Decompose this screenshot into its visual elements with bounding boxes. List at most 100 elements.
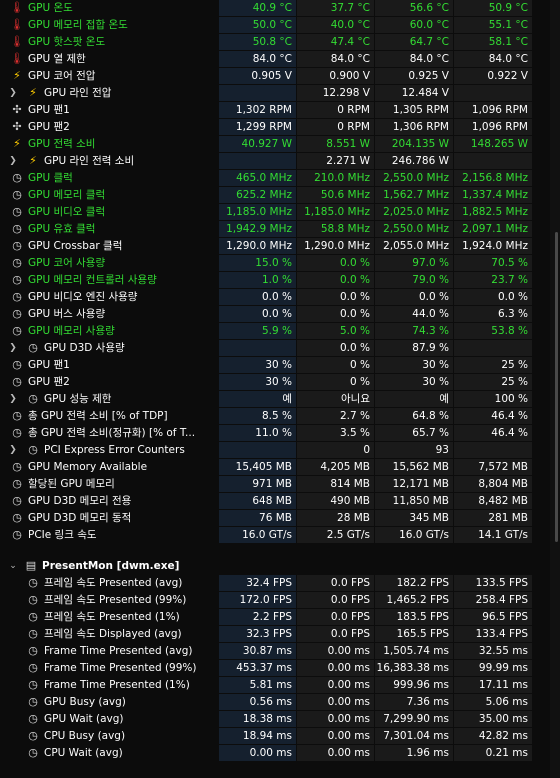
sensor-row[interactable]: ◷ GPU 팬2 30 % 0 % 30 % 25 % (0, 374, 548, 391)
min-value: 0 RPM (297, 102, 374, 118)
sensor-row[interactable]: ⚡ GPU 전력 소비 40.927 W 8.551 W 204.135 W 148.26… (0, 136, 548, 153)
sensor-row[interactable]: ◷ 프레임 속도 Presented (avg) 32.4 FPS 0.0 FPS 18… (0, 575, 548, 592)
sensor-row[interactable]: 🌡 GPU 열 제한 84.0 °C 84.0 °C 84.0 °C 84.0 °C (0, 51, 548, 68)
sensor-label: Frame Time Presented (1%) (44, 679, 190, 691)
avg-value: 23.7 % (454, 272, 532, 288)
min-value: 0 RPM (297, 119, 374, 135)
sensor-row[interactable]: ◷ 프레임 속도 Presented (1%) 2.2 FPS 0.0 FPS 183.… (0, 609, 548, 626)
sensor-row[interactable]: ◷ 총 GPU 전력 소비(정규화) [% of T... 11.0 % 3.5 % 6… (0, 425, 548, 442)
min-value: 아니요 (297, 391, 374, 407)
sensor-row[interactable]: ❯ ⚡ GPU 라인 전압 12.298 V 12.484 V (0, 85, 548, 102)
sensor-row[interactable]: ◷ Frame Time Presented (99%) 453.37 ms 0.00… (0, 660, 548, 677)
sensor-label: GPU 메모리 클럭 (28, 189, 106, 201)
usage-gauge-icon: ◷ (12, 256, 22, 269)
avg-value: 0.922 V (454, 68, 532, 84)
avg-value: 1,882.5 MHz (454, 204, 532, 220)
gauge-icon: ◷ (28, 392, 38, 405)
sensor-label: GPU D3D 사용량 (44, 342, 125, 354)
sensor-name-cell: ◷ GPU Memory Available (0, 459, 218, 475)
avg-value: 46.4 % (454, 408, 532, 424)
avg-value: 46.4 % (454, 425, 532, 441)
sensor-row[interactable]: ◷ GPU Wait (avg) 18.38 ms 0.00 ms 7,299.90 m… (0, 711, 548, 728)
max-value: 87.9 % (375, 340, 453, 356)
sensor-row[interactable]: ◷ GPU D3D 메모리 전용 648 MB 490 MB 11,850 MB 8,48… (0, 493, 548, 510)
sensor-row[interactable]: ◷ GPU Memory Available 15,405 MB 4,205 MB 15… (0, 459, 548, 476)
min-value: 0.00 ms (297, 711, 374, 727)
sensor-row[interactable]: ❯ ◷ GPU 성능 제한 예 아니요 예 100 % (0, 391, 548, 408)
sensor-row[interactable]: ✣ GPU 팬2 1,299 RPM 0 RPM 1,306 RPM 1,096 RPM (0, 119, 548, 136)
current-value (219, 153, 296, 169)
fan-icon: ✣ (12, 103, 22, 116)
usage-gauge-icon: ◷ (12, 273, 22, 286)
chevron-right-icon[interactable]: ❯ (9, 156, 17, 166)
sensor-row[interactable]: ❯ ⚡ GPU 라인 전력 소비 2.271 W 246.786 W (0, 153, 548, 170)
avg-value: 50.9 °C (454, 0, 532, 16)
sensor-name-cell: ◷ PCIe 링크 속도 (0, 527, 218, 543)
sensor-row[interactable]: ◷ GPU 버스 사용량 0.0 % 0.0 % 44.0 % 6.3 % (0, 306, 548, 323)
min-value: 12.298 V (297, 85, 374, 101)
sensor-row[interactable]: ◷ GPU 메모리 클럭 625.2 MHz 50.6 MHz 1,562.7 MHz 1… (0, 187, 548, 204)
sensor-row[interactable]: ❯ ◷ PCI Express Error Counters 0 93 (0, 442, 548, 459)
sensor-row[interactable]: ◷ GPU 코어 사용량 15.0 % 0.0 % 97.0 % 70.5 % (0, 255, 548, 272)
sensor-label: GPU 라인 전압 (44, 87, 112, 99)
sensor-row[interactable]: ◷ GPU Busy (avg) 0.56 ms 0.00 ms 7.36 ms 5.06… (0, 694, 548, 711)
sensor-row[interactable]: ◷ 프레임 속도 Displayed (avg) 32.3 FPS 0.0 FPS 16… (0, 626, 548, 643)
sensor-row[interactable]: ◷ GPU 클럭 465.0 MHz 210.0 MHz 2,550.0 MHz 2,15… (0, 170, 548, 187)
sensor-row[interactable]: 🌡 GPU 핫스팟 온도 50.8 °C 47.4 °C 64.7 °C 58.1 °C (0, 34, 548, 51)
frametime-gauge-icon: ◷ (28, 644, 38, 657)
sensor-row[interactable]: ◷ GPU 팬1 30 % 0 % 30 % 25 % (0, 357, 548, 374)
chevron-right-icon[interactable]: ❯ (9, 445, 17, 455)
sensor-row[interactable]: ◷ CPU Wait (avg) 0.00 ms 0.00 ms 1.96 ms 0.21… (0, 745, 548, 762)
sensor-row[interactable]: ◷ GPU 유효 클럭 1,942.9 MHz 58.8 MHz 2,550.0 MHz… (0, 221, 548, 238)
chevron-right-icon[interactable]: ❯ (9, 394, 17, 404)
avg-value: 100 % (454, 391, 532, 407)
max-value: 2,550.0 MHz (375, 221, 453, 237)
sensor-row[interactable]: ✣ GPU 팬1 1,302 RPM 0 RPM 1,305 RPM 1,096 RPM (0, 102, 548, 119)
vertical-scrollbar[interactable] (550, 0, 560, 778)
sensor-label: GPU 라인 전력 소비 (44, 155, 135, 167)
sensor-row[interactable]: ◷ 총 GPU 전력 소비 [% of TDP] 8.5 % 2.7 % 64.8 % 4… (0, 408, 548, 425)
min-value: 2.7 % (297, 408, 374, 424)
sensor-row[interactable]: ❯ ◷ GPU D3D 사용량 0.0 % 87.9 % (0, 340, 548, 357)
presentmon-group-header[interactable]: ⌄ ▤ PresentMon [dwm.exe] (0, 558, 548, 575)
frametime-gauge-icon: ◷ (28, 610, 38, 623)
sensor-row[interactable]: 🌡 GPU 메모리 접합 온도 50.0 °C 40.0 °C 60.0 °C 55.1 … (0, 17, 548, 34)
sensor-row[interactable]: ◷ 할당된 GPU 메모리 971 MB 814 MB 12,171 MB 8,804 M… (0, 476, 548, 493)
min-value: 1,290.0 MHz (297, 238, 374, 254)
sensor-row[interactable]: ◷ CPU Busy (avg) 18.94 ms 0.00 ms 7,301.04 m… (0, 728, 548, 745)
sensor-row[interactable]: ◷ GPU 비디오 엔진 사용량 0.0 % 0.0 % 0.0 % 0.0 % (0, 289, 548, 306)
current-value: 50.0 °C (219, 17, 296, 33)
sensor-row[interactable]: ◷ GPU Crossbar 클럭 1,290.0 MHz 1,290.0 MHz 2,… (0, 238, 548, 255)
sensor-row[interactable]: ◷ Frame Time Presented (avg) 30.87 ms 0.00 … (0, 643, 548, 660)
sensor-name-cell: ⚡ GPU 코어 전압 (0, 68, 218, 84)
sensor-row[interactable]: ◷ GPU D3D 메모리 동적 76 MB 28 MB 345 MB 281 MB (0, 510, 548, 527)
current-value: 1,185.0 MHz (219, 204, 296, 220)
max-value: 16,383.38 ms (375, 660, 453, 676)
current-value: 0.00 ms (219, 745, 296, 761)
max-value: 2,550.0 MHz (375, 170, 453, 186)
current-value: 0.0 % (219, 289, 296, 305)
sensor-row[interactable]: ◷ GPU 메모리 사용량 5.9 % 5.0 % 74.3 % 53.8 % (0, 323, 548, 340)
sensor-name-cell: ◷ GPU 메모리 컨트롤러 사용량 (0, 272, 218, 288)
scrollbar-thumb[interactable] (555, 232, 558, 542)
sensor-row[interactable]: ◷ 프레임 속도 Presented (99%) 172.0 FPS 0.0 FPS 1… (0, 592, 548, 609)
sensor-row[interactable]: 🌡 GPU 온도 40.9 °C 37.7 °C 56.6 °C 50.9 °C (0, 0, 548, 17)
min-value: 0.0 % (297, 306, 374, 322)
current-value: 18.94 ms (219, 728, 296, 744)
sensor-row[interactable]: ⚡ GPU 코어 전압 0.905 V 0.900 V 0.925 V 0.922 V (0, 68, 548, 85)
sensor-row[interactable]: ◷ PCIe 링크 속도 16.0 GT/s 2.5 GT/s 16.0 GT/s 14.… (0, 527, 548, 544)
sensor-label: GPU 클럭 (28, 172, 73, 184)
frametime-gauge-icon: ◷ (28, 576, 38, 589)
sensor-name-cell: ◷ CPU Busy (avg) (0, 728, 218, 744)
current-value (219, 442, 296, 458)
max-value: 182.2 FPS (375, 575, 453, 591)
chevron-right-icon[interactable]: ❯ (9, 343, 17, 353)
chevron-right-icon[interactable]: ❯ (9, 88, 17, 98)
sensor-row[interactable]: ◷ GPU 메모리 컨트롤러 사용량 1.0 % 0.0 % 79.0 % 23.7 % (0, 272, 548, 289)
sensor-label: CPU Busy (avg) (44, 730, 126, 742)
chevron-down-icon[interactable]: ⌄ (9, 561, 17, 571)
frametime-gauge-icon: ◷ (28, 729, 38, 742)
sensor-row[interactable]: ◷ Frame Time Presented (1%) 5.81 ms 0.00 ms… (0, 677, 548, 694)
sensor-row[interactable]: ◷ GPU 비디오 클럭 1,185.0 MHz 1,185.0 MHz 2,025.0… (0, 204, 548, 221)
thermometer-icon: 🌡 (10, 1, 24, 14)
